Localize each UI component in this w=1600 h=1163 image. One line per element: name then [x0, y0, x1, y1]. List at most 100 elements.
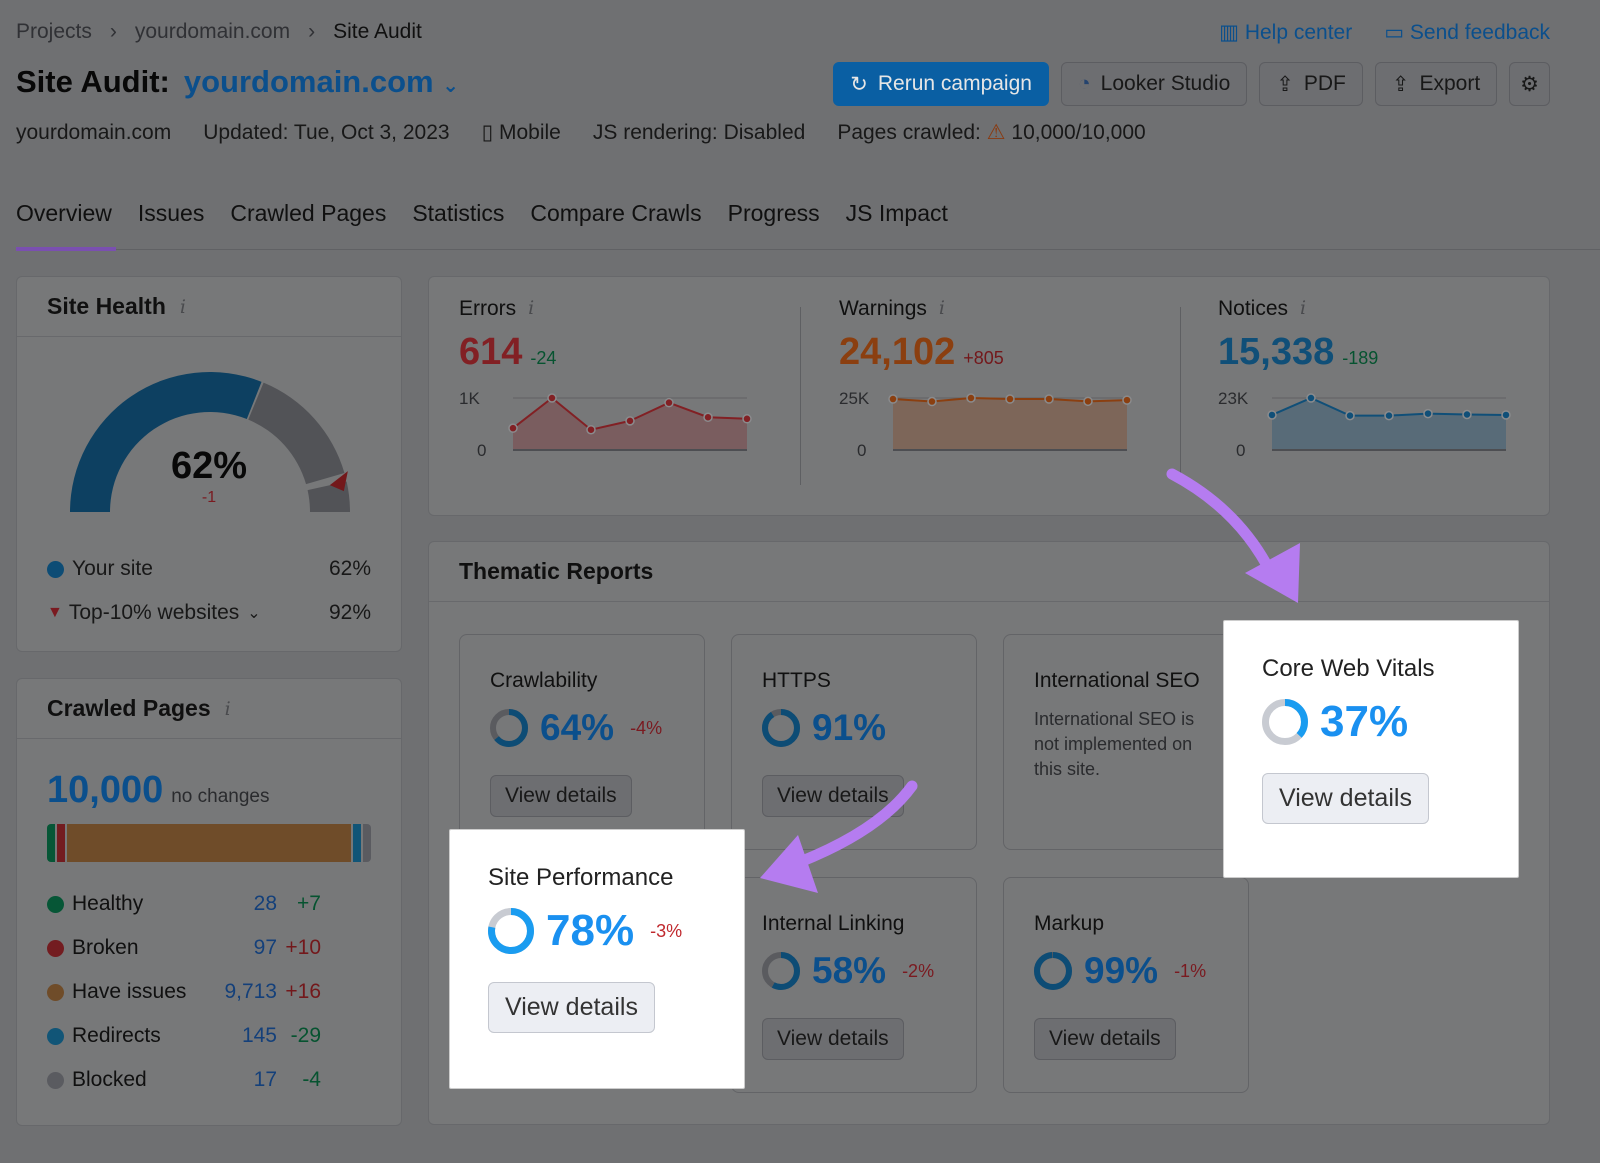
tab-compare-crawls[interactable]: Compare Crawls [530, 200, 702, 226]
sparkline-point[interactable] [1501, 410, 1511, 420]
bar-segment-healthy[interactable] [47, 824, 55, 862]
sparkline-point[interactable] [1083, 396, 1093, 407]
sparkline-point[interactable] [1306, 393, 1316, 403]
pdf-button[interactable]: ⇪ PDF [1259, 62, 1363, 106]
bar-segment-broken[interactable] [57, 824, 65, 862]
info-icon[interactable]: i [528, 297, 535, 319]
looker-studio-button[interactable]: ◔ Looker Studio [1060, 62, 1248, 106]
legend-your-site: Your site 62% [47, 547, 371, 591]
triangle-down-icon: ▼ [47, 604, 63, 621]
crawled-status-bar [47, 824, 371, 862]
site-health-gauge [70, 372, 350, 512]
export-button[interactable]: ⇪ Export [1374, 62, 1498, 106]
sparkline-point[interactable] [1005, 394, 1015, 404]
send-feedback-link[interactable]: ▭ Send feedback [1384, 20, 1550, 45]
view-details-button[interactable]: View details [762, 775, 904, 817]
tab-crawled-pages[interactable]: Crawled Pages [230, 200, 387, 226]
score-donut-icon [762, 709, 800, 747]
tab-statistics[interactable]: Statistics [412, 200, 505, 226]
tab-issues[interactable]: Issues [137, 200, 205, 226]
feedback-label: Send feedback [1409, 21, 1550, 44]
sparkline-point[interactable] [966, 393, 976, 403]
sparkline-point[interactable] [1345, 410, 1355, 421]
crawled-row[interactable]: Healthy 28 +7 [47, 882, 371, 926]
crawled-total[interactable]: 10,000 [47, 769, 164, 811]
breadcrumb-projects[interactable]: Projects [16, 20, 92, 43]
stat-label: Errors [459, 297, 517, 320]
stat-value[interactable]: 24,102 [839, 331, 956, 373]
legend-top10[interactable]: ▼ Top-10% websites ⌄ 92% [47, 591, 371, 635]
sparkline-point[interactable] [586, 424, 596, 435]
view-details-button[interactable]: View details [762, 1018, 904, 1060]
dot-icon [47, 560, 64, 578]
settings-button[interactable]: ⚙ [1509, 62, 1550, 106]
sparkline-point[interactable] [1267, 410, 1277, 420]
view-details-button[interactable]: View details [1262, 773, 1429, 824]
view-details-button[interactable]: View details [488, 982, 655, 1033]
row-value: 17 [253, 1068, 277, 1091]
report-card-site-performance: Site Performance 78% -3% View details [449, 829, 745, 1089]
rerun-campaign-button[interactable]: ↻ Rerun campaign [833, 62, 1049, 106]
crawled-row[interactable]: Broken 97 +10 [47, 926, 371, 970]
report-score: 37% [1320, 697, 1409, 746]
divider [800, 307, 801, 485]
crawled-pages-title: Crawled Pages [47, 695, 211, 721]
row-delta: +10 [285, 936, 321, 959]
report-score: 58% [812, 950, 887, 991]
chevron-right-icon: › [109, 20, 117, 43]
score-donut-icon [488, 908, 534, 954]
gauge-your-site-arc [70, 372, 262, 512]
sparkline-point[interactable] [888, 394, 898, 404]
view-details-button[interactable]: View details [490, 775, 632, 817]
dot-icon [47, 1027, 64, 1045]
stat-notices: Notices i 15,338 -189 23K 0 [1218, 297, 1548, 468]
domain-selector[interactable]: yourdomain.com ⌄ [184, 64, 459, 100]
export-label: Export [1419, 72, 1481, 95]
sparkline-point[interactable] [547, 393, 557, 403]
sparkline-point[interactable] [1122, 395, 1132, 405]
sparkline-point[interactable] [1044, 394, 1054, 404]
sparkline-point[interactable] [508, 423, 518, 433]
crawled-row[interactable]: Have issues 9,713 +16 [47, 970, 371, 1014]
pdf-label: PDF [1303, 72, 1346, 95]
bar-segment-blocked[interactable] [363, 824, 371, 862]
chevron-down-icon: ⌄ [247, 605, 261, 622]
report-note: International SEO is not implemented on … [1034, 709, 1195, 779]
tab-js-impact[interactable]: JS Impact [845, 200, 948, 226]
site-health-card: Site Health i 62% -1 Your site 62% ▼ Top-10… [16, 276, 402, 652]
sparkline-point[interactable] [1423, 408, 1433, 419]
sparkline-point[interactable] [703, 412, 713, 422]
chevron-right-icon: › [308, 20, 316, 43]
sparkline-point[interactable] [742, 414, 752, 424]
sparkline-point[interactable] [664, 397, 674, 408]
crawled-row[interactable]: Redirects 145 -29 [47, 1014, 371, 1058]
tab-progress[interactable]: Progress [727, 200, 820, 226]
sparkline-point[interactable] [1462, 409, 1472, 420]
report-score: 91% [812, 707, 887, 748]
info-icon[interactable]: i [224, 697, 231, 720]
info-icon[interactable]: i [1300, 297, 1307, 319]
chevron-down-icon: ⌄ [442, 75, 459, 97]
donut-fill [1262, 699, 1308, 745]
crawled-row[interactable]: Blocked 17 -4 [47, 1058, 371, 1102]
legend-value: 62% [328, 557, 371, 580]
sparkline-point[interactable] [625, 416, 635, 426]
report-title: Internal Linking [762, 912, 905, 935]
sparkline-point[interactable] [927, 396, 937, 407]
view-details-button[interactable]: View details [1034, 1018, 1176, 1060]
info-icon[interactable]: i [179, 295, 186, 318]
sparkline-point[interactable] [1384, 410, 1394, 421]
stat-label: Warnings [839, 297, 927, 320]
report-delta: -4% [630, 717, 663, 738]
breadcrumb-domain[interactable]: yourdomain.com [134, 20, 291, 43]
stat-change: -189 [1342, 348, 1379, 368]
title-label: Site Audit: [16, 64, 170, 99]
stat-value[interactable]: 614 [459, 331, 523, 373]
bar-segment-have-issues[interactable] [67, 824, 351, 862]
tab-overview[interactable]: Overview [16, 200, 116, 251]
bar-segment-redirects[interactable] [353, 824, 361, 862]
page-title: Site Audit: yourdomain.com ⌄ [16, 64, 459, 100]
stat-value[interactable]: 15,338 [1218, 331, 1335, 373]
help-center-link[interactable]: ▥ Help center [1219, 20, 1352, 45]
info-icon[interactable]: i [938, 297, 945, 319]
